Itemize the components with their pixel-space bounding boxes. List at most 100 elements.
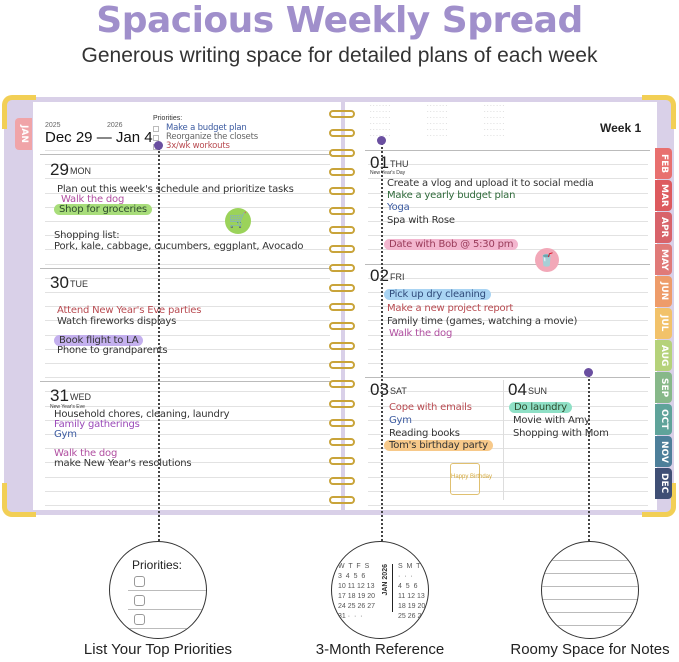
ruled-line bbox=[542, 573, 638, 574]
tab-may[interactable]: MAY bbox=[655, 244, 672, 275]
spiral-ring bbox=[329, 438, 355, 447]
feature-label: 3-Month Reference bbox=[315, 641, 445, 658]
planner-entry: Do laundry bbox=[509, 402, 572, 413]
ruled-line bbox=[45, 178, 330, 180]
tab-apr[interactable]: APR bbox=[655, 212, 672, 243]
holiday-label: New Year's Eve bbox=[50, 404, 85, 410]
priorities-label: Priorities: bbox=[153, 115, 183, 122]
spiral-ring bbox=[329, 283, 355, 292]
priorities-zoom-circle: Priorities: bbox=[109, 541, 207, 639]
ruled-line bbox=[542, 560, 638, 561]
planner-entry: Tom's birthday party bbox=[384, 440, 493, 451]
ruled-line bbox=[45, 363, 330, 364]
planner-entry: Watch fireworks displays bbox=[57, 316, 177, 327]
planner-entry: Make a yearly budget plan bbox=[387, 190, 516, 201]
tab-dec[interactable]: DEC bbox=[655, 468, 672, 499]
priority-item: Make a budget plan bbox=[166, 123, 247, 133]
spiral-ring bbox=[329, 148, 355, 157]
ruled-line bbox=[45, 206, 330, 208]
ruled-line bbox=[368, 391, 648, 393]
spiral-ring bbox=[329, 322, 355, 331]
ruled-line bbox=[368, 192, 648, 194]
ruled-line bbox=[368, 292, 648, 293]
planner-entry: Shop for groceries bbox=[54, 204, 152, 215]
day-number: 01 bbox=[370, 153, 389, 172]
section-divider bbox=[40, 154, 332, 155]
tab-feb[interactable]: FEB bbox=[655, 148, 672, 179]
feature-label: Roomy Space for Notes bbox=[510, 641, 670, 658]
ruled-line bbox=[45, 192, 330, 194]
ruled-line bbox=[45, 434, 330, 435]
ruled-line bbox=[368, 334, 648, 336]
ruled-line bbox=[45, 334, 330, 336]
ruled-line bbox=[368, 235, 648, 237]
ruled-line bbox=[368, 405, 648, 407]
spiral-ring bbox=[329, 380, 355, 389]
ruled-line bbox=[368, 505, 648, 506]
ruled-line bbox=[368, 476, 648, 478]
checkbox-icon bbox=[134, 595, 145, 606]
planner-entry: Movie with Amy bbox=[513, 415, 590, 426]
ruled-line bbox=[45, 490, 330, 492]
checkbox-icon bbox=[134, 614, 145, 625]
ruled-line bbox=[45, 292, 330, 293]
ruled-line bbox=[368, 164, 648, 166]
spiral-ring bbox=[329, 245, 355, 254]
pointer-dot bbox=[154, 141, 163, 150]
tab-mar[interactable]: MAR bbox=[655, 180, 672, 211]
day-name: TUE bbox=[70, 279, 88, 289]
tab-oct[interactable]: OCT bbox=[655, 404, 672, 435]
tab-jan[interactable]: JAN bbox=[15, 118, 32, 150]
spiral-ring bbox=[329, 110, 355, 118]
spiral-ring bbox=[329, 476, 355, 485]
planner-entry: Create a vlog and upload it to social me… bbox=[387, 178, 594, 189]
tab-jul[interactable]: JUL bbox=[655, 308, 672, 339]
tab-nov[interactable]: NOV bbox=[655, 436, 672, 467]
priority-checkbox[interactable] bbox=[153, 135, 159, 141]
page-title: Spacious Weekly Spread bbox=[96, 0, 583, 41]
ruled-line bbox=[542, 586, 638, 587]
ruled-line bbox=[128, 590, 206, 591]
spiral-ring bbox=[329, 206, 355, 215]
ruled-line bbox=[45, 221, 330, 222]
ruled-line bbox=[45, 277, 330, 279]
planner-entry: Shopping with Mom bbox=[513, 428, 609, 439]
tab-sep[interactable]: SEP bbox=[655, 372, 672, 403]
spiral-ring bbox=[329, 187, 355, 196]
spiral-ring bbox=[329, 360, 355, 369]
notes-zoom-circle bbox=[541, 541, 639, 639]
planner-entry: Gym bbox=[54, 429, 77, 440]
tab-jun[interactable]: JUN bbox=[655, 276, 672, 307]
planner-entry: Spa with Rose bbox=[387, 215, 455, 226]
feature-label: List Your Top Priorities bbox=[83, 641, 233, 658]
day-name: MON bbox=[70, 166, 91, 176]
day-number: 29 bbox=[50, 160, 69, 179]
ruled-line bbox=[368, 434, 648, 435]
ruled-line bbox=[542, 599, 638, 600]
holiday-label: New Year's Day bbox=[370, 170, 406, 176]
spiral-ring bbox=[329, 399, 355, 408]
spiral-ring bbox=[329, 457, 355, 466]
corner-protector bbox=[2, 483, 36, 517]
ruled-line bbox=[45, 377, 330, 379]
priority-checkbox[interactable] bbox=[153, 126, 159, 132]
priorities-zoom-title: Priorities: bbox=[132, 558, 183, 572]
birthday-cake-icon: Happy Birthday bbox=[450, 463, 492, 495]
ruled-line bbox=[368, 419, 648, 421]
planner-entry: Family gatherings bbox=[54, 419, 140, 430]
ruled-line bbox=[128, 609, 206, 610]
ruled-line bbox=[368, 206, 648, 208]
day-name: THU bbox=[390, 159, 409, 169]
planner-entry: Yoga bbox=[387, 202, 410, 213]
tab-aug[interactable]: AUG bbox=[655, 340, 672, 371]
ruled-line bbox=[45, 235, 330, 237]
spiral-ring bbox=[329, 418, 355, 427]
ruled-line bbox=[368, 320, 648, 322]
spiral-ring bbox=[329, 225, 355, 234]
day-name: SUN bbox=[528, 386, 548, 396]
pointer-dot bbox=[584, 368, 593, 377]
planner-entry: Attend New Year's Eve parties bbox=[57, 305, 202, 316]
ruled-line bbox=[45, 249, 330, 251]
ruled-line bbox=[45, 320, 330, 322]
